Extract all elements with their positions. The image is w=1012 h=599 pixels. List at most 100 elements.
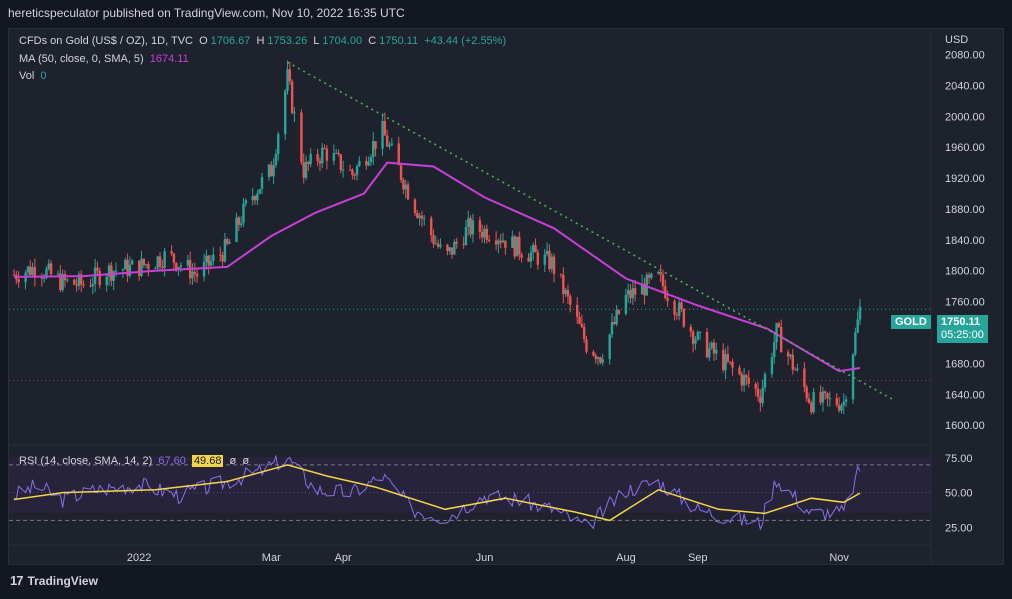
candle-body <box>650 273 653 278</box>
candle-body <box>219 254 222 256</box>
candle-body <box>374 141 377 149</box>
candle-body <box>137 260 141 276</box>
candle-body <box>805 387 808 399</box>
candle-body <box>722 349 725 371</box>
candle-body <box>202 262 206 277</box>
candle-body <box>369 156 373 163</box>
candle-body <box>633 288 637 295</box>
candle-body <box>156 256 159 268</box>
candle-body <box>186 259 190 266</box>
candle-body <box>381 121 384 149</box>
rsi-band-fill <box>9 457 931 513</box>
candle-body <box>397 143 400 166</box>
candle-body <box>694 339 697 344</box>
y-tick-label: 1840.00 <box>945 235 985 247</box>
candle-body <box>334 152 338 154</box>
candle-body <box>332 153 336 161</box>
candle-body <box>154 267 157 269</box>
candle-body <box>179 265 183 267</box>
rsi-extra-1: ø <box>229 455 237 467</box>
candle-body <box>529 252 533 262</box>
candle-body <box>696 332 699 340</box>
candle-body <box>223 239 227 262</box>
candle-body <box>779 326 783 353</box>
candle-body <box>239 223 243 225</box>
candle-body <box>56 273 60 275</box>
candle-body <box>592 351 595 356</box>
candle-body <box>430 218 433 236</box>
candle-body <box>82 284 85 286</box>
candle-body <box>471 220 475 235</box>
candle-body <box>531 245 535 253</box>
candle-body <box>446 244 449 252</box>
candle-body <box>207 255 210 266</box>
candle-body <box>773 341 776 358</box>
candle-body <box>569 296 572 305</box>
candle-body <box>742 375 746 386</box>
candle-body <box>775 323 778 342</box>
candle-body <box>710 342 713 349</box>
candle-body <box>789 354 792 357</box>
candle-body <box>89 285 92 287</box>
candle-body <box>390 143 394 145</box>
candle-body <box>803 368 806 388</box>
price-tag-countdown: 05:25:00 <box>941 329 984 341</box>
rsi-tick-label: 50.00 <box>945 488 973 500</box>
candle-body <box>501 240 505 243</box>
candle-body <box>26 266 30 273</box>
y-tick-label: 1800.00 <box>945 266 985 278</box>
candle-body <box>147 264 150 269</box>
candle-body <box>323 147 326 149</box>
candle-body <box>49 263 53 275</box>
tradingview-footer[interactable]: 17 TradingView <box>10 573 98 588</box>
candle-body <box>383 121 387 136</box>
rsi-ma-line <box>13 464 861 522</box>
candle-body <box>608 334 611 360</box>
candle-body <box>559 273 563 275</box>
vol-label[interactable]: Vol <box>19 70 35 82</box>
candle-body <box>237 217 241 225</box>
tradingview-logo-icon: 17 <box>10 573 24 588</box>
rsi-label[interactable]: RSI (14, close, SMA, 14, 2) <box>19 455 153 467</box>
chart-frame[interactable]: USD 2080.00 2040.00 2000.00 1960.00 1920.00 18… <box>8 28 1004 565</box>
candle-body <box>678 302 681 316</box>
candle-body <box>712 342 716 354</box>
chart-canvas[interactable]: USD 2080.00 2040.00 2000.00 1960.00 1920.00 18… <box>9 29 1004 565</box>
y-tick-label: 1640.00 <box>945 389 985 401</box>
candle-body <box>513 236 516 257</box>
candle-body <box>807 398 811 403</box>
candle-body <box>631 288 635 299</box>
candle-body <box>107 265 111 277</box>
candle-body <box>810 402 813 413</box>
candle-body <box>163 251 166 268</box>
candle-body <box>453 241 456 255</box>
candle-body <box>170 251 173 254</box>
candle-body <box>726 354 730 362</box>
trendline[interactable] <box>287 61 896 402</box>
symbol-label[interactable]: CFDs on Gold (US$ / OZ), 1D, TVC <box>19 35 194 47</box>
y-tick-label: 1960.00 <box>945 142 985 154</box>
candle-body <box>761 387 764 403</box>
candle-body <box>643 283 646 296</box>
candle-body <box>436 243 440 247</box>
ma-label[interactable]: MA (50, close, 0, SMA, 5) <box>19 53 144 65</box>
candle-body <box>617 309 621 314</box>
candle-body <box>851 354 855 400</box>
candle-body <box>112 271 115 281</box>
candle-body <box>61 274 64 290</box>
candle-body <box>126 259 129 276</box>
candle-body <box>520 254 523 258</box>
candle-body <box>423 218 426 220</box>
y-tick-label: 1760.00 <box>945 297 985 309</box>
candle-body <box>791 354 794 370</box>
low-label: L <box>313 35 320 47</box>
candle-body <box>325 148 329 161</box>
publisher-header: hereticspeculator published on TradingVi… <box>8 6 405 20</box>
candle-body <box>288 69 292 82</box>
candle-body <box>77 274 81 286</box>
candle-body <box>124 259 127 270</box>
candle-body <box>191 271 194 279</box>
candle-body <box>545 250 549 255</box>
candle-body <box>527 257 530 262</box>
candle-body <box>812 392 815 413</box>
